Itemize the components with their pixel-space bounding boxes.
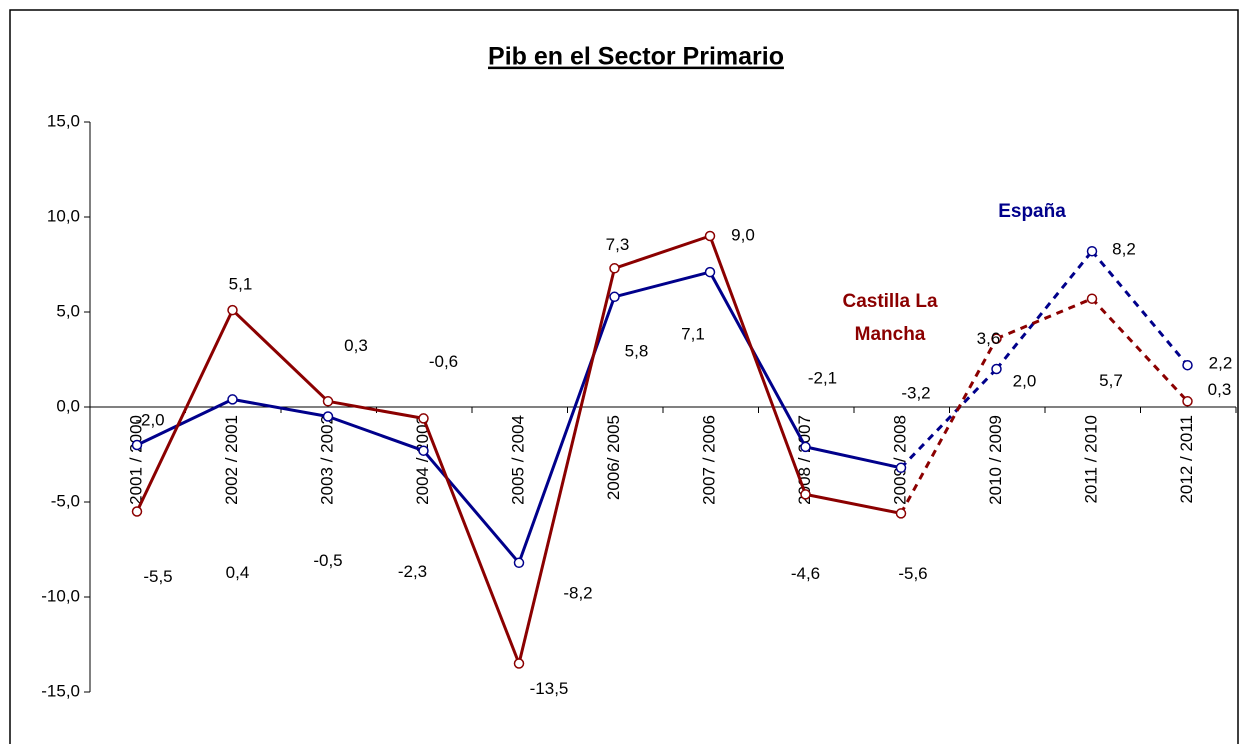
- x-tick-label: 2003 / 2002: [317, 415, 336, 505]
- point: [227, 394, 238, 405]
- line-segment: [708, 235, 807, 495]
- data-label: 0,3: [1208, 380, 1232, 399]
- point: [322, 411, 334, 422]
- y-tick-label: 0,0: [56, 396, 80, 415]
- data-label: -0,6: [429, 352, 458, 371]
- line-segment: [517, 267, 616, 664]
- point: [1182, 359, 1193, 371]
- line-segment: [995, 297, 1093, 340]
- point: [1086, 245, 1098, 257]
- data-label: -3,2: [901, 383, 930, 402]
- point: [991, 363, 1002, 375]
- line-segment: [231, 309, 330, 403]
- data-label: 5,8: [625, 341, 649, 360]
- x-tick-label: 2001 / 2000: [126, 415, 145, 505]
- point: [131, 506, 143, 517]
- point: [131, 439, 143, 451]
- data-label: -8,2: [563, 583, 592, 602]
- line-segment: [805, 492, 902, 515]
- y-tick-label: 5,0: [56, 301, 80, 320]
- x-tick-label: 2010 / 2009: [986, 415, 1005, 505]
- data-label: 5,1: [229, 275, 253, 294]
- data-label: 0,4: [226, 563, 250, 582]
- line-segment: [1090, 297, 1189, 403]
- line-segment: [1090, 250, 1189, 367]
- data-label: 3,6: [977, 329, 1001, 348]
- data-label: -5,5: [143, 567, 172, 586]
- line-segment: [136, 398, 234, 447]
- line-segment: [422, 417, 521, 665]
- point: [609, 291, 620, 303]
- data-label: 2,2: [1209, 354, 1233, 373]
- data-label: -0,5: [313, 551, 342, 570]
- chart-title: Pib en el Sector Primario: [488, 43, 784, 71]
- x-tick-label: 2005 / 2004: [508, 415, 527, 505]
- x-tick-label: 2011 / 2010: [1081, 415, 1100, 504]
- data-label: 7,1: [681, 325, 705, 344]
- line-segment: [899, 367, 998, 469]
- line-segment: [517, 296, 616, 564]
- point: [704, 230, 716, 242]
- point: [418, 445, 429, 456]
- line-segment: [327, 415, 425, 453]
- y-tick-label: -10,0: [41, 586, 80, 605]
- point: [513, 557, 525, 569]
- point: [322, 396, 334, 407]
- chart-frame: [9, 9, 1239, 744]
- data-label: 8,2: [1112, 240, 1136, 259]
- line-segment: [327, 399, 424, 420]
- series-line: [135, 234, 1189, 665]
- line-segment: [614, 234, 711, 270]
- point: [895, 508, 907, 519]
- point: [609, 263, 620, 274]
- y-tick-label: 15,0: [47, 111, 80, 130]
- line-segment: [805, 445, 902, 470]
- point: [895, 462, 907, 474]
- line-segment: [708, 271, 807, 448]
- point: [1182, 396, 1193, 407]
- line-segment: [422, 449, 521, 564]
- data-label: -2,1: [808, 368, 837, 387]
- point: [800, 441, 811, 453]
- point: [227, 304, 238, 316]
- y-tick-label: -5,0: [51, 491, 80, 510]
- point: [418, 413, 429, 424]
- data-label: -2,0: [135, 410, 164, 429]
- data-label: 0,3: [344, 336, 368, 355]
- point: [513, 658, 525, 669]
- series-line: [136, 250, 1189, 564]
- x-tick-label: 2004 / 2003: [413, 415, 432, 505]
- point: [704, 266, 716, 278]
- data-label: -2,3: [398, 562, 427, 581]
- data-label: -4,6: [791, 564, 820, 583]
- data-label: 9,0: [731, 225, 755, 244]
- data-label: -13,5: [530, 679, 569, 698]
- x-tick-label: 2012 / 2011: [1177, 415, 1196, 504]
- y-tick-label: -15,0: [41, 681, 80, 700]
- point: [1086, 293, 1098, 304]
- x-tick-label: 2009 / 2008: [890, 415, 909, 505]
- data-label: 7,3: [606, 235, 630, 254]
- line-segment: [232, 397, 329, 418]
- data-label: -5,6: [898, 564, 927, 583]
- legend-label: España: [998, 201, 1066, 222]
- x-tick-label: 2002 / 2001: [222, 415, 241, 505]
- point: [991, 333, 1002, 344]
- legend-label: Castilla La Mancha: [842, 291, 938, 345]
- x-tick-label: 2006/ 2005: [604, 415, 623, 500]
- point: [800, 489, 811, 500]
- data-label: 5,7: [1099, 371, 1123, 390]
- data-label: 2,0: [1013, 371, 1037, 390]
- line-segment: [135, 309, 234, 513]
- line-segment: [614, 270, 711, 299]
- x-tick-label: 2007 / 2006: [699, 415, 718, 505]
- y-tick-label: 10,0: [47, 206, 80, 225]
